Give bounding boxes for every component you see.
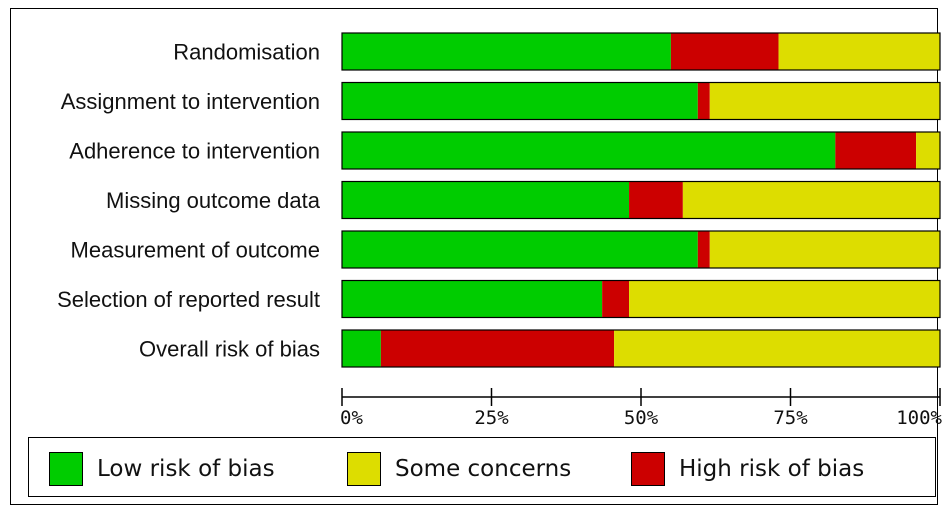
legend: Low risk of bias Some concerns High risk…: [28, 437, 936, 497]
legend-item-high-risk: High risk of bias: [631, 451, 864, 487]
bar-segment-overall-risk-of-bias-some-concerns: [614, 330, 940, 367]
category-label-selection-of-reported-result: Selection of reported result: [57, 287, 320, 312]
bar-segment-assignment-to-intervention-some-concerns: [709, 82, 940, 120]
bar-segment-missing-outcome-data-some-concerns: [682, 181, 940, 219]
stacked-bars: [341, 32, 941, 368]
bar-outline-assignment-to-intervention: [341, 81, 941, 121]
bar-segment-overall-risk-of-bias-low-risk-of-bias: [342, 330, 381, 367]
bar-segment-missing-outcome-data-high-risk-of-bias: [629, 181, 683, 219]
bar-segment-adherence-to-intervention-some-concerns: [916, 132, 940, 169]
category-labels: Randomisation Assignment to intervention A…: [57, 40, 321, 362]
legend-label-some-concerns: Some concerns: [395, 456, 572, 482]
bar-segment-measurement-of-outcome-some-concerns: [709, 231, 940, 268]
category-label-randomisation: Randomisation: [173, 40, 320, 65]
bar-segment-assignment-to-intervention-high-risk-of-bias: [697, 82, 710, 120]
bar-segment-selection-of-reported-result-some-concerns: [629, 280, 940, 318]
bar-segment-selection-of-reported-result-high-risk-of-bias: [602, 280, 630, 318]
bar-outline-missing-outcome-data: [341, 180, 941, 220]
category-label-measurement-of-outcome: Measurement of outcome: [71, 238, 320, 263]
bar-outline-measurement-of-outcome: [341, 230, 941, 269]
bar-outline-overall-risk-of-bias: [341, 329, 941, 368]
bar-segment-adherence-to-intervention-low-risk-of-bias: [342, 132, 836, 169]
x-tick-label-1: 25%: [474, 407, 509, 429]
x-tick-label-4: 100%: [896, 407, 942, 429]
category-label-adherence-to-intervention: Adherence to intervention: [69, 139, 320, 164]
category-label-assignment-to-intervention: Assignment to intervention: [61, 89, 320, 114]
bar-segment-measurement-of-outcome-high-risk-of-bias: [697, 231, 710, 268]
bar-outline-adherence-to-intervention: [341, 131, 941, 170]
bar-outline-selection-of-reported-result: [341, 279, 941, 319]
legend-swatch-low-risk: [49, 452, 83, 486]
x-tick-label-3: 75%: [773, 407, 808, 429]
legend-label-low-risk: Low risk of bias: [97, 456, 275, 482]
legend-item-low-risk: Low risk of bias: [49, 451, 275, 487]
bar-segment-randomisation-high-risk-of-bias: [670, 33, 779, 70]
bar-segment-adherence-to-intervention-high-risk-of-bias: [835, 132, 917, 169]
legend-swatch-high-risk: [631, 452, 665, 486]
legend-swatch-some-concerns: [347, 452, 381, 486]
category-label-missing-outcome-data: Missing outcome data: [106, 188, 321, 213]
bar-segment-overall-risk-of-bias-high-risk-of-bias: [380, 330, 615, 367]
bar-segment-measurement-of-outcome-low-risk-of-bias: [342, 231, 698, 268]
bar-segment-assignment-to-intervention-low-risk-of-bias: [342, 82, 698, 120]
x-tick-label-2: 50%: [624, 407, 659, 429]
bar-segment-randomisation-low-risk-of-bias: [342, 33, 671, 70]
bar-segment-selection-of-reported-result-low-risk-of-bias: [342, 280, 603, 318]
legend-item-some-concerns: Some concerns: [347, 451, 571, 487]
legend-label-high-risk: High risk of bias: [679, 456, 865, 482]
bar-segment-missing-outcome-data-low-risk-of-bias: [342, 181, 630, 219]
bar-segment-randomisation-some-concerns: [778, 33, 940, 70]
x-tick-label-0: 0%: [340, 407, 363, 429]
category-label-overall-risk-of-bias: Overall risk of bias: [139, 337, 320, 362]
x-axis: 0% 25% 50% 75% 100%: [340, 388, 943, 429]
bar-outline-randomisation: [341, 32, 941, 71]
